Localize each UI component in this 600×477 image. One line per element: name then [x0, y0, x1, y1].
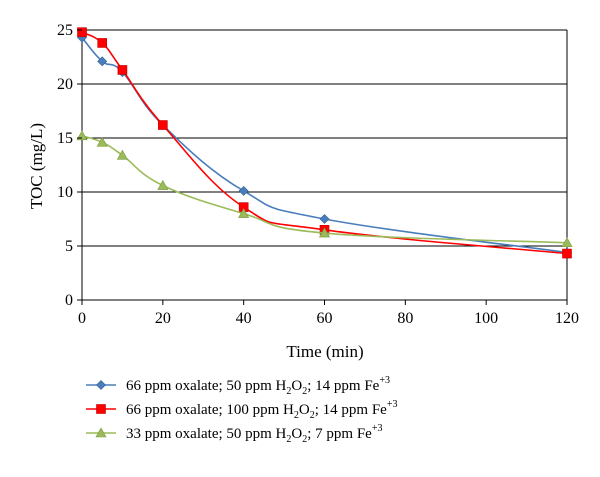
x-tick-label-6: 120: [555, 310, 579, 327]
tick-layer: 0 5 10 15 20 25 0 20 40 60 80 100 120: [57, 22, 579, 327]
legend-label-0: 66 ppm oxalate; 50 ppm H2O2; 14 ppm Fe+3: [126, 375, 390, 397]
legend-label-2-part-1: 2: [286, 434, 291, 445]
legend-label-2-part-4: ; 7 ppm Fe: [307, 426, 372, 442]
x-tick-label-0: 0: [78, 310, 86, 327]
legend-label-2-part-5: +3: [372, 423, 383, 434]
x-tick-label-4: 80: [397, 310, 413, 327]
x-axis-title: Time (min): [286, 342, 363, 361]
legend: 66 ppm oxalate; 50 ppm H2O2; 14 ppm Fe+3…: [86, 375, 397, 445]
x-tick-label-2: 40: [236, 310, 252, 327]
legend-item-1: 66 ppm oxalate; 100 ppm H2O2; 14 ppm Fe+…: [86, 399, 397, 421]
legend-label-2: 33 ppm oxalate; 50 ppm H2O2; 7 ppm Fe+3: [126, 423, 382, 445]
series-2-point-1: [96, 136, 108, 147]
legend-label-0-part-4: ; 14 ppm Fe: [307, 378, 379, 394]
legend-label-2-part-3: 2: [302, 434, 307, 445]
legend-marker-2: [95, 427, 107, 438]
x-tick-label-5: 100: [474, 310, 498, 327]
x-tick-label-1: 20: [155, 310, 171, 327]
y-tick-label-2: 10: [57, 184, 73, 201]
series-1-point-6: [562, 248, 572, 259]
series-2-point-4: [238, 207, 250, 218]
series-layer: [76, 27, 573, 259]
legend-item-0: 66 ppm oxalate; 50 ppm H2O2; 14 ppm Fe+3: [86, 375, 390, 397]
axis-layer: [81, 30, 568, 301]
legend-label-1-part-5: +3: [387, 399, 398, 410]
legend-label-0-part-3: 2: [302, 386, 307, 397]
legend-label-1: 66 ppm oxalate; 100 ppm H2O2; 14 ppm Fe+…: [126, 399, 397, 421]
grid-layer: [82, 29, 567, 247]
series-1-point-3: [158, 120, 168, 130]
series-1-point-2: [117, 65, 128, 75]
series-2-point-3: [157, 179, 169, 190]
series-1-point-0: [77, 27, 87, 37]
legend-label-0-part-2: O: [291, 378, 302, 394]
series-0-line: [81, 37, 568, 254]
series-0-point-5: [319, 214, 330, 224]
legend-label-1-part-2: O: [299, 402, 310, 418]
legend-item-2: 33 ppm oxalate; 50 ppm H2O2; 7 ppm Fe+3: [86, 423, 382, 445]
legend-label-1-part-4: ; 14 ppm Fe: [315, 402, 387, 418]
series-2-point-5: [318, 227, 331, 238]
y-tick-label-3: 15: [57, 130, 73, 147]
series-2: [76, 130, 573, 248]
series-2-point-6: [561, 237, 573, 248]
x-tick-label-3: 60: [317, 310, 333, 327]
y-tick-label-5: 25: [57, 22, 73, 39]
series-0-point-1: [97, 56, 108, 67]
legend-label-1-part-1: 2: [294, 410, 299, 421]
legend-label-0-part-0: 66 ppm oxalate; 50 ppm H: [126, 378, 287, 394]
legend-label-1-part-3: 2: [310, 410, 315, 421]
y-tick-label-4: 20: [57, 76, 73, 93]
series-0: [77, 32, 572, 258]
y-axis-title: TOC (mg/L): [27, 123, 46, 209]
series-1-point-1: [97, 38, 108, 48]
series-2-point-2: [116, 149, 128, 160]
legend-label-2-part-2: O: [291, 426, 302, 442]
legend-label-0-part-5: +3: [379, 375, 390, 386]
legend-label-1-part-0: 66 ppm oxalate; 100 ppm H: [126, 402, 294, 418]
legend-label-2-part-0: 33 ppm oxalate; 50 ppm H: [126, 426, 287, 442]
legend-label-0-part-1: 2: [286, 386, 291, 397]
series-0-point-4: [238, 185, 249, 196]
legend-marker-0: [96, 380, 106, 390]
y-tick-label-1: 5: [65, 238, 73, 255]
y-tick-label-0: 0: [65, 292, 73, 309]
legend-marker-1: [96, 404, 106, 414]
